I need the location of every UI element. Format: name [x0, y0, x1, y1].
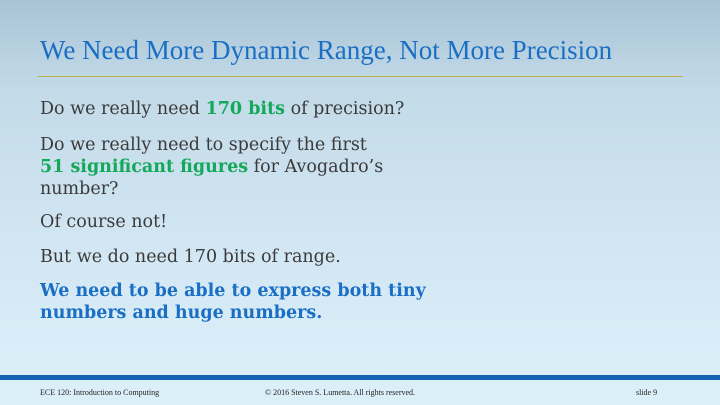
footer-course: ECE 120: Introduction to Computing [40, 388, 160, 397]
slide-title: We Need More Dynamic Range, Not More Pre… [40, 35, 613, 65]
p1-text-post: of precision? [285, 99, 405, 119]
footer-slide-number: slide 9 [636, 388, 658, 397]
paragraph-precision-question: Do we really need 170 bits of precision? [40, 98, 404, 120]
p2-line3: number? [40, 179, 119, 199]
p2-line1: Do we really need to specify the first [40, 135, 367, 155]
footer-bar [0, 375, 720, 380]
p1-text-pre: Do we really need [40, 99, 206, 119]
p2-text-post: for Avogadro’s [248, 157, 384, 177]
p1-emphasis: 170 bits [205, 99, 286, 119]
paragraph-range: But we do need 170 bits of range. [40, 247, 341, 267]
p2-emphasis: 51 significant figures [40, 157, 249, 177]
p2-line2: 51 significant figures for Avogadro’s [40, 156, 383, 178]
footer-copyright: © 2016 Steven S. Lumetta. All rights res… [265, 388, 416, 397]
paragraph-conclusion: We need to be able to express both tiny … [40, 280, 426, 324]
p5-line2: numbers and huge numbers. [40, 303, 323, 323]
p5-line1: We need to be able to express both tiny [40, 281, 426, 301]
paragraph-significant-figures: Do we really need to specify the first 5… [40, 134, 383, 200]
title-divider [38, 76, 683, 77]
paragraph-of-course-not: Of course not! [40, 212, 168, 232]
